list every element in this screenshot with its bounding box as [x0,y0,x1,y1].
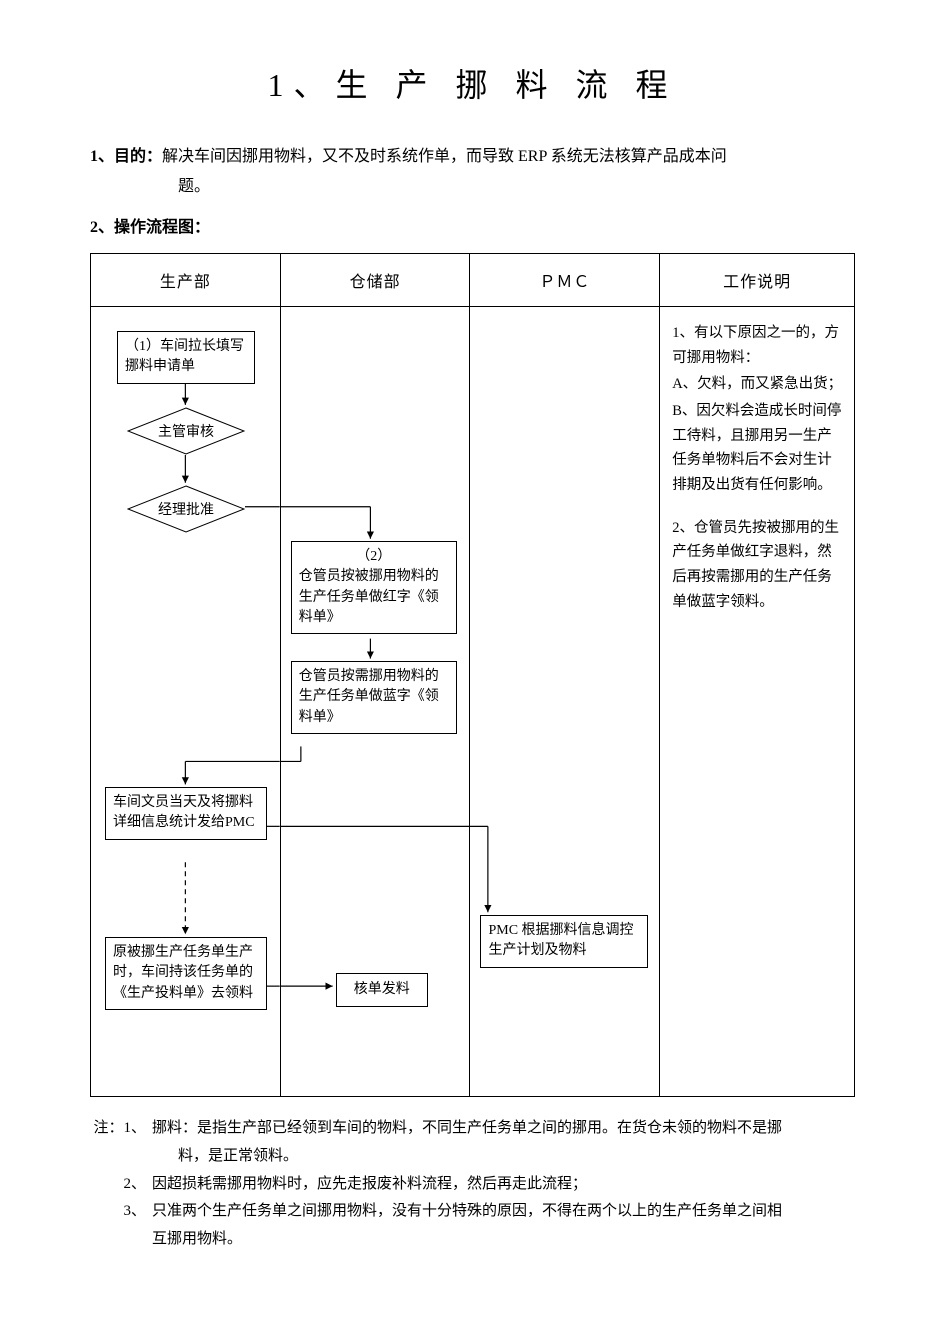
col-header-notes: 工作说明 [660,254,855,307]
node-blue-receipt: 仓管员按需挪用物料的生产任务单做蓝字《领料单》 [291,661,457,734]
flowchart-label: 2、操作流程图： [90,213,855,243]
footer-n3-text: 只准两个生产任务单之间挪用物料，没有十分特殊的原因，不得在两个以上的生产任务单之… [152,1198,855,1226]
footer-n3-cont: 互挪用物料。 [90,1226,855,1254]
flow-label-text: 2、操作流程图： [90,219,210,236]
purpose-section: 1、目的：解决车间因挪用物料，又不及时系统作单，而导致 ERP 系统无法核算产品… [90,142,855,203]
note-line-b: B、因欠料会造成长时间停工待料，且挪用另一生产任务单物料后不会对生计排期及出货有… [672,399,844,498]
col-header-production: 生产部 [91,254,281,307]
node-clerk-report: 车间文员当天及将挪料详细信息统计发给PMC [105,787,267,840]
note-line-1: 1、有以下原因之一的，方可挪用物料： [672,321,844,370]
footer-n1-cont: 料，是正常领料。 [90,1143,855,1171]
node-check-issue: 核单发料 [336,973,428,1007]
diamond1-label: 主管审核 [158,421,214,441]
node-pmc-control: PMC 根据挪料信息调控生产计划及物料 [480,915,648,968]
footer-n1-num: 1、 [123,1120,146,1136]
page-title: 1、生 产 挪 料 流 程 [90,60,855,106]
node-fill-request: （1）车间拉长填写挪料申请单 [117,331,255,384]
col-header-pmc: ＰＭＣ [470,254,660,307]
work-notes: 1、有以下原因之一的，方可挪用物料： A、欠料，而又紧急出货； B、因欠料会造成… [660,307,854,626]
col3-canvas: PMC 根据挪料信息调控生产计划及物料 [470,307,659,1096]
node-original-order: 原被挪生产任务单生产时，车间持该任务单的《生产投料单》去领料 [105,937,267,1010]
node-red-receipt: （2） 仓管员按被挪用物料的生产任务单做红字《领料单》 [291,541,457,634]
note-line-2: 2、仓管员先按被挪用的生产任务单做红字退料，然后再按需挪用的生产任务单做蓝字领料… [672,516,844,615]
col2-canvas: （2） 仓管员按被挪用物料的生产任务单做红字《领料单》 仓管员按需挪用物料的生产… [281,307,470,1096]
footer-notes: 注：1、 挪料：是指生产部已经领到车间的物料，不同生产任务单之间的挪用。在货仓未… [90,1115,855,1254]
node-manager-approve: 经理批准 [127,485,245,533]
purpose-label: 1、目的： [90,148,162,165]
purpose-text-cont: 题。 [178,172,855,202]
node-red-num: （2） [299,547,449,567]
col1-canvas: （1）车间拉长填写挪料申请单 主管审核 经理批准 车间文员当天及将挪料详细信息统… [91,307,280,1096]
footer-lead: 注： [93,1120,123,1136]
note-line-a: A、欠料，而又紧急出货； [672,372,844,397]
node-supervisor-review: 主管审核 [127,407,245,455]
col-header-warehouse: 仓储部 [280,254,470,307]
node-red-text: 仓管员按被挪用物料的生产任务单做红字《领料单》 [299,567,449,628]
purpose-text: 解决车间因挪用物料，又不及时系统作单，而导致 ERP 系统无法核算产品成本问 [162,148,727,165]
diamond2-label: 经理批准 [158,499,214,519]
footer-n1-text: 挪料：是指生产部已经领到车间的物料，不同生产任务单之间的挪用。在货仓未领的物料不… [152,1115,855,1143]
footer-n3-num: 3、 [90,1198,152,1226]
footer-n2-text: 因超损耗需挪用物料时，应先走报废补料流程，然后再走此流程； [152,1171,855,1199]
footer-n2-num: 2、 [90,1171,152,1199]
flowchart-table: 生产部 仓储部 ＰＭＣ 工作说明 [90,253,855,1097]
